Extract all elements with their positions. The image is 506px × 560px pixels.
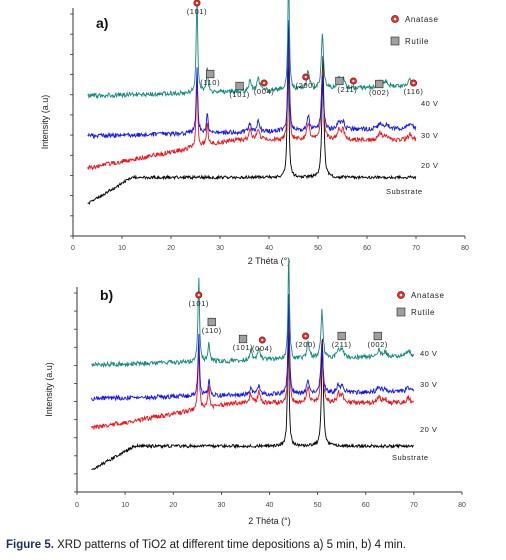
series-line-30-v bbox=[87, 20, 417, 139]
legend-anatase-marker-center bbox=[399, 293, 403, 297]
peak-annotation: (211) bbox=[337, 85, 357, 94]
x-tick-label: 80 bbox=[461, 245, 469, 252]
x-tick-label: 10 bbox=[121, 502, 129, 509]
x-axis-label: 2 Théta (°) bbox=[248, 516, 290, 526]
peak-annotation: (101) bbox=[233, 343, 254, 352]
rutile-marker bbox=[373, 331, 382, 341]
peak-annotation: (002) bbox=[369, 88, 390, 97]
rutile-marker bbox=[335, 76, 344, 86]
anatase-marker-center bbox=[352, 79, 355, 83]
panel-a: 0 10 20 30 40 50 60 70 80 2 Théta (°) Intensity (a… bbox=[40, 0, 469, 266]
x-tick-label: 20 bbox=[167, 245, 175, 252]
x-tick-label: 50 bbox=[314, 245, 322, 252]
y-axis-label: Intensity (a.u) bbox=[44, 362, 54, 417]
anatase-marker-center bbox=[304, 334, 307, 338]
anatase-marker-center bbox=[263, 81, 266, 85]
anatase-marker-center bbox=[304, 75, 307, 79]
peak-annotation: (101) bbox=[187, 7, 208, 16]
legend-rutile-label: Rutile bbox=[405, 37, 429, 46]
x-tick-label: 20 bbox=[169, 502, 177, 509]
series-label: 20 V bbox=[420, 425, 437, 434]
x-tick-label: 10 bbox=[118, 245, 126, 252]
x-tick-label: 80 bbox=[458, 502, 466, 509]
peak-annotation: (110) bbox=[202, 326, 222, 335]
figure-caption: Figure 5. XRD patterns of TiO2 at differ… bbox=[6, 539, 502, 551]
anatase-marker-center bbox=[195, 1, 199, 5]
series-line-40-v bbox=[91, 258, 415, 368]
series-line-20-v bbox=[90, 305, 415, 431]
x-tick-label: 70 bbox=[412, 245, 420, 252]
peak-annotation: (101) bbox=[229, 90, 250, 99]
xrd-figure: 0 10 20 30 40 50 60 70 80 2 Théta (°) Intensity (a… bbox=[40, 0, 469, 526]
caption-text: XRD patterns of TiO2 at different time d… bbox=[53, 539, 406, 551]
legend-rutile-marker bbox=[396, 307, 406, 317]
peak-annotation: (200) bbox=[295, 340, 316, 349]
rutile-marker bbox=[207, 317, 216, 327]
series-label: Substrate bbox=[392, 453, 429, 462]
anatase-marker-center bbox=[412, 81, 415, 85]
rutile-marker bbox=[375, 79, 384, 89]
x-tick-label: 70 bbox=[410, 502, 418, 509]
legend-anatase-marker-center bbox=[393, 17, 397, 21]
legend-rutile-label: Rutile bbox=[411, 308, 435, 317]
peak-annotation: (211) bbox=[332, 340, 352, 349]
series-label: 30 V bbox=[420, 380, 437, 389]
series-line-40-v bbox=[87, 0, 417, 100]
caption-label: Figure 5. bbox=[6, 539, 54, 551]
series-label: 40 V bbox=[420, 349, 437, 358]
peak-annotation: (110) bbox=[200, 78, 220, 87]
peak-annotation: (200) bbox=[295, 81, 316, 90]
peak-annotation: (101) bbox=[188, 299, 209, 308]
x-tick-label: 40 bbox=[265, 245, 273, 252]
panel-b: 0 10 20 30 40 50 60 70 80 2 Théta (°) Intensity (a… bbox=[44, 258, 466, 526]
anatase-marker-center bbox=[261, 338, 264, 342]
x-tick-label: 40 bbox=[266, 502, 274, 509]
y-axis-label: Intensity (a.u) bbox=[40, 95, 50, 150]
rutile-marker bbox=[238, 334, 248, 344]
legend-anatase-label: Anatase bbox=[405, 15, 439, 24]
rutile-marker bbox=[337, 331, 346, 341]
series-label: Substrate bbox=[386, 187, 423, 196]
x-tick-label: 60 bbox=[362, 502, 370, 509]
x-tick-label: 30 bbox=[217, 502, 225, 509]
peak-annotation: (004) bbox=[252, 344, 273, 353]
peak-annotation: (004) bbox=[254, 87, 275, 96]
rutile-marker bbox=[206, 69, 215, 79]
series-line-30-v bbox=[90, 293, 415, 402]
x-tick-label: 0 bbox=[71, 245, 75, 252]
x-tick-label: 30 bbox=[216, 245, 224, 252]
panel-label: a) bbox=[96, 15, 108, 31]
x-tick-label: 60 bbox=[363, 245, 371, 252]
peak-annotation: (116) bbox=[404, 87, 424, 96]
peak-annotation: (002) bbox=[368, 340, 389, 349]
series-line-substrate bbox=[87, 42, 417, 205]
series-label: 30 V bbox=[421, 131, 438, 140]
x-tick-label: 0 bbox=[75, 502, 79, 509]
series-label: 20 V bbox=[421, 161, 438, 170]
x-axis-label: 2 Théta (°) bbox=[248, 256, 290, 266]
x-tick-label: 50 bbox=[314, 502, 322, 509]
panel-label: b) bbox=[100, 287, 113, 303]
series-label: 40 V bbox=[421, 99, 438, 108]
rutile-marker bbox=[235, 81, 244, 91]
series-line-20-v bbox=[87, 32, 417, 171]
legend-anatase-label: Anatase bbox=[411, 291, 445, 300]
series-line-substrate bbox=[91, 326, 415, 471]
anatase-marker-center bbox=[197, 293, 200, 297]
legend-rutile-marker bbox=[390, 36, 400, 46]
